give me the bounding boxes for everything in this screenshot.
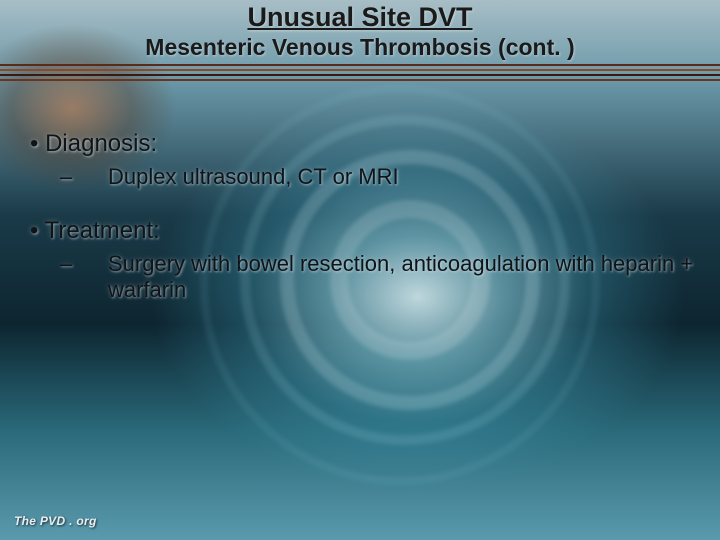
section-heading-treatment: • Treatment: [20, 217, 700, 245]
rule-line [0, 79, 720, 81]
section-item: –Surgery with bowel resection, anticoagu… [20, 251, 700, 302]
section-item-text: Surgery with bowel resection, anticoagul… [108, 251, 693, 301]
section-heading-diagnosis: • Diagnosis: [20, 130, 700, 158]
slide-subtitle: Mesenteric Venous Thrombosis (cont. ) [0, 34, 720, 61]
slide-footer: The PVD . org [14, 514, 97, 528]
bullet-dot-icon: • [30, 217, 38, 244]
slide: Unusual Site DVT Mesenteric Venous Throm… [0, 0, 720, 540]
section-item-text: Duplex ultrasound, CT or MRI [108, 164, 399, 189]
section-heading-text: Treatment: [45, 217, 160, 244]
rule-line [0, 69, 720, 71]
section-heading-text: Diagnosis: [45, 130, 157, 157]
bullet-dash-icon: – [84, 164, 108, 189]
slide-content: • Diagnosis: –Duplex ultrasound, CT or M… [20, 130, 700, 330]
section-item: –Duplex ultrasound, CT or MRI [20, 164, 700, 189]
rule-line [0, 74, 720, 76]
rule-line [0, 64, 720, 66]
decorative-rules [0, 64, 720, 84]
slide-header: Unusual Site DVT Mesenteric Venous Throm… [0, 0, 720, 61]
bullet-dash-icon: – [84, 251, 108, 276]
bullet-dot-icon: • [30, 130, 38, 157]
slide-title: Unusual Site DVT [0, 2, 720, 33]
